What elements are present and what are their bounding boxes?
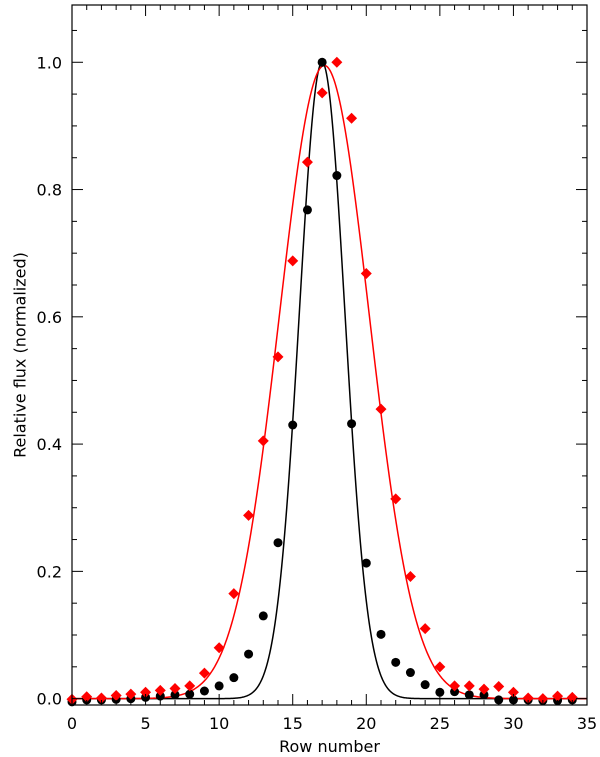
red-diamond-point xyxy=(537,693,549,705)
black-circle-point xyxy=(347,419,357,429)
black-circle-point xyxy=(185,689,195,699)
y-tick-label: 1.0 xyxy=(37,53,62,72)
red-diamond-point xyxy=(346,112,358,124)
black-circle-point xyxy=(435,687,445,697)
y-tick-label: 0.2 xyxy=(37,562,62,581)
x-tick-label: 15 xyxy=(283,714,303,733)
x-tick-labels: 0 5 10 15 20 25 30 35 xyxy=(67,714,597,733)
x-tick-label: 10 xyxy=(209,714,229,733)
red-diamond-point xyxy=(287,255,299,267)
red-diamond-point xyxy=(449,680,461,692)
red-diamond-point xyxy=(125,688,137,700)
red-diamond-point xyxy=(566,691,578,703)
black-circle-point xyxy=(450,687,460,697)
x-tick-label: 20 xyxy=(356,714,376,733)
y-tick-label: 0.0 xyxy=(37,690,62,709)
x-tick-label: 25 xyxy=(430,714,450,733)
red-diamond-point xyxy=(169,682,181,694)
y-tick-label: 0.6 xyxy=(37,308,62,327)
red-diamond-point xyxy=(81,691,93,703)
x-tick-label: 5 xyxy=(140,714,150,733)
black-circle-point xyxy=(361,558,371,568)
black-circle-point xyxy=(376,629,386,639)
black-circle-point xyxy=(391,657,401,667)
black-circle-point xyxy=(170,690,180,700)
y-tick-label: 0.4 xyxy=(37,435,62,454)
black-circle-point xyxy=(155,691,165,701)
black-circle-point xyxy=(479,690,489,700)
red-diamond-point xyxy=(463,680,475,692)
black-circle-point xyxy=(494,695,504,705)
red-diamond-point xyxy=(404,570,416,582)
red-diamond-point xyxy=(198,667,210,679)
black-circle-point xyxy=(273,538,283,548)
red-diamond-point xyxy=(522,692,534,704)
y-tick-label: 0.8 xyxy=(37,181,62,200)
red-diamond-point xyxy=(95,692,107,704)
red-diamond-point xyxy=(184,680,196,692)
plot-frame xyxy=(71,4,588,706)
y-tick-labels: 0.0 0.2 0.4 0.6 0.8 1.0 xyxy=(37,53,62,708)
black-circle-point xyxy=(420,680,430,690)
x-axis-title: Row number xyxy=(279,737,380,756)
black-circle-point xyxy=(332,171,342,181)
black-circle-point xyxy=(405,668,415,678)
black-circle-point xyxy=(199,686,209,696)
red-diamond-point xyxy=(360,268,372,280)
black-circle-point xyxy=(229,673,239,683)
black-circle-point xyxy=(244,649,254,659)
red-diamond-point xyxy=(493,681,505,693)
red-diamond-point xyxy=(110,689,122,701)
red-diamond-point xyxy=(301,156,313,168)
red-diamond-point xyxy=(243,509,255,521)
red-diamond-point xyxy=(419,623,431,635)
black-circle-point xyxy=(317,57,327,67)
black-circle-point xyxy=(288,420,298,430)
x-tick-label: 35 xyxy=(577,714,597,733)
y-axis-title: Relative flux (normalized) xyxy=(11,252,30,458)
red-diamond-point xyxy=(434,661,446,673)
red-diamond-point xyxy=(228,588,240,600)
red-diamond-point xyxy=(390,493,402,505)
red-diamond-point xyxy=(375,403,387,415)
black-circle-point xyxy=(302,205,312,215)
red-diamond-point xyxy=(257,435,269,447)
red-diamond-point xyxy=(272,351,284,363)
fit-curves xyxy=(72,61,587,700)
red-diamond-point xyxy=(154,684,166,696)
red-diamond-point xyxy=(140,686,152,698)
data-points xyxy=(66,56,578,707)
black-circle-point xyxy=(214,681,224,691)
axis-ticks xyxy=(71,5,588,705)
red-diamond-point xyxy=(213,642,225,654)
red-diamond-point xyxy=(552,690,564,702)
black-gaussian-fit-curve xyxy=(72,61,587,700)
red-diamond-point xyxy=(316,87,328,99)
red-diamond-point xyxy=(507,686,519,698)
black-circle-point xyxy=(464,690,474,700)
x-tick-label: 30 xyxy=(503,714,523,733)
red-gaussian-fit-curve xyxy=(72,64,587,700)
red-diamond-point xyxy=(478,683,490,695)
red-diamond-point xyxy=(331,56,343,68)
x-tick-label: 0 xyxy=(67,714,77,733)
black-circle-point xyxy=(258,611,268,621)
